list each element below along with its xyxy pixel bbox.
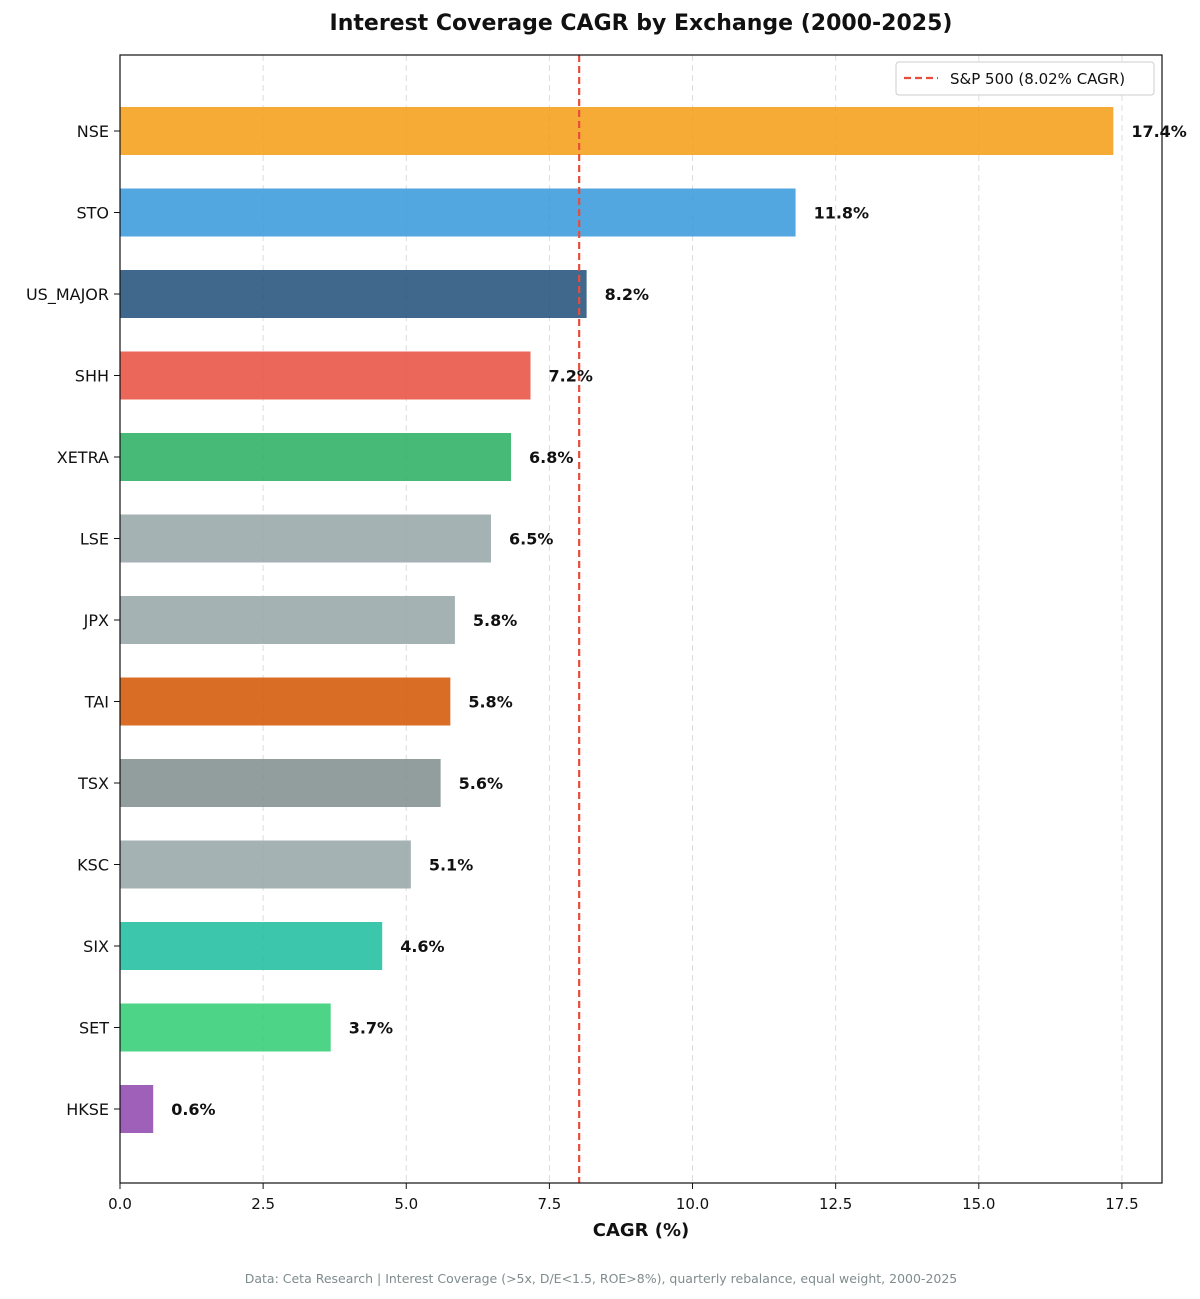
y-tick-label: NSE <box>77 122 109 141</box>
x-tick-label: 12.5 <box>819 1195 852 1213</box>
bar-sto <box>120 188 796 237</box>
value-label: 5.8% <box>468 693 512 712</box>
value-label: 0.6% <box>171 1100 215 1119</box>
x-axis-ticks: 0.0 2.5 5.0 7.5 10.0 12.5 15.0 17.5 <box>108 1183 1139 1213</box>
bar-nse <box>120 107 1114 155</box>
bar-lse <box>120 514 491 563</box>
x-tick-label: 0.0 <box>108 1195 132 1213</box>
y-tick-label: HKSE <box>66 1100 109 1119</box>
bars <box>120 107 1114 1133</box>
value-label: 5.8% <box>473 611 517 630</box>
y-tick-label: US_MAJOR <box>26 285 109 305</box>
x-tick-label: 7.5 <box>537 1195 561 1213</box>
y-tick-label: SHH <box>75 367 109 386</box>
bar-xetra <box>120 433 512 481</box>
x-tick-label: 17.5 <box>1105 1195 1138 1213</box>
bar-jpx <box>120 596 455 644</box>
plot-frame <box>119 54 1163 1184</box>
bar-tsx <box>120 759 441 807</box>
value-label: 5.1% <box>429 856 473 875</box>
x-tick-label: 5.0 <box>394 1195 418 1213</box>
y-axis-ticks: NSE STO US_MAJOR SHH XETRA LSE JPX TAI TSX KSC SIX… <box>26 122 120 1119</box>
bar-ksc <box>120 840 411 889</box>
chart-title: Interest Coverage CAGR by Exchange (2000… <box>330 11 953 36</box>
legend-box <box>895 61 1155 96</box>
value-label: 7.2% <box>549 367 593 386</box>
value-label: 3.7% <box>349 1019 393 1038</box>
value-label: 8.2% <box>605 285 649 304</box>
x-tick-label: 10.0 <box>676 1195 709 1213</box>
y-tick-label: TSX <box>77 774 109 793</box>
value-label: 17.4% <box>1131 122 1187 141</box>
bar-us-major <box>120 270 587 318</box>
x-tick-label: 2.5 <box>251 1195 275 1213</box>
x-axis-label: CAGR (%) <box>593 1220 690 1241</box>
footer-note: Data: Ceta Research | Interest Coverage … <box>245 1271 958 1286</box>
value-label: 6.8% <box>529 448 573 467</box>
value-label: 6.5% <box>509 530 553 549</box>
legend-label: S&P 500 (8.02% CAGR) <box>950 70 1125 88</box>
y-tick-label: STO <box>76 204 109 223</box>
bar-tai <box>120 677 451 726</box>
bar-set <box>120 1003 331 1052</box>
legend: S&P 500 (8.02% CAGR) <box>895 61 1155 96</box>
x-tick-label: 15.0 <box>962 1195 995 1213</box>
bar-six <box>120 922 383 970</box>
y-tick-label: KSC <box>77 856 109 875</box>
y-tick-label: XETRA <box>57 448 109 467</box>
y-tick-label: LSE <box>80 530 109 549</box>
value-label: 4.6% <box>400 937 444 956</box>
y-tick-label: SIX <box>83 937 109 956</box>
y-tick-label: SET <box>79 1019 109 1038</box>
y-tick-label: JPX <box>83 611 109 630</box>
bar-hkse <box>120 1085 154 1133</box>
value-labels: 17.4% 11.8% 8.2% 7.2% 6.8% 6.5% 5.8% 5.8% 5.6% 5.… <box>171 122 1187 1119</box>
value-label: 5.6% <box>459 774 503 793</box>
value-label: 11.8% <box>814 204 870 223</box>
bar-shh <box>120 351 531 400</box>
y-tick-label: TAI <box>84 693 109 712</box>
